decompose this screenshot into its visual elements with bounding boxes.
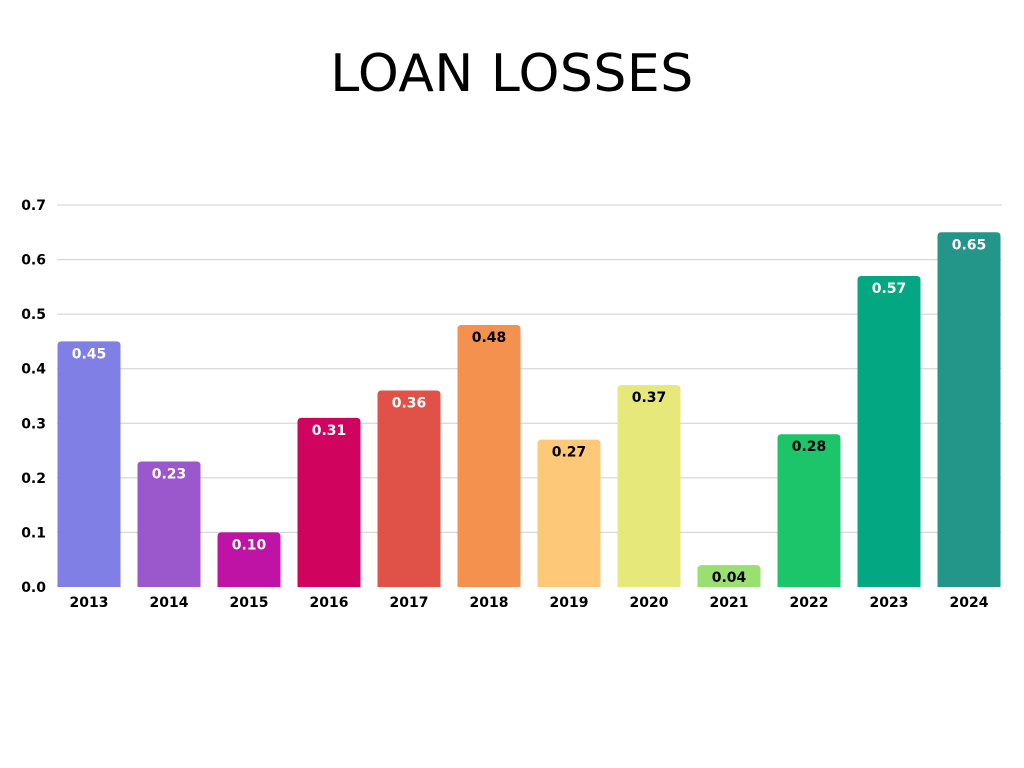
bar bbox=[137, 461, 201, 587]
bar-value-label: 0.48 bbox=[472, 330, 507, 346]
x-tick-label: 2020 bbox=[630, 595, 669, 611]
y-tick-label: 0.0 bbox=[21, 580, 46, 596]
x-tick-label: 2024 bbox=[950, 595, 989, 611]
x-tick-label: 2016 bbox=[310, 595, 349, 611]
x-axis-ticks: 2013 2014 2015 2016 2017 2018 2019 2020 2021 2022… bbox=[70, 595, 989, 611]
y-tick-label: 0.3 bbox=[21, 416, 46, 432]
y-tick-label: 0.5 bbox=[21, 307, 46, 323]
bar-value-label: 0.28 bbox=[792, 439, 827, 455]
bar bbox=[697, 565, 761, 587]
y-tick-label: 0.6 bbox=[21, 253, 46, 269]
bars: 0.45 0.23 0.10 0.31 0.36 0.48 0.27 0.37 0.04 0.28… bbox=[57, 232, 1001, 588]
bar bbox=[537, 439, 601, 587]
bar bbox=[217, 532, 281, 587]
y-axis-ticks: 0.0 0.1 0.2 0.3 0.4 0.5 0.6 0.7 bbox=[21, 198, 46, 596]
bar-value-label: 0.36 bbox=[392, 396, 427, 412]
bar bbox=[777, 434, 841, 587]
x-tick-label: 2014 bbox=[150, 595, 189, 611]
bar-value-label: 0.23 bbox=[152, 466, 187, 482]
x-tick-label: 2018 bbox=[470, 595, 509, 611]
x-tick-label: 2021 bbox=[710, 595, 749, 611]
chart-title: LOAN LOSSES bbox=[330, 44, 694, 104]
bar-value-label: 0.27 bbox=[552, 445, 587, 461]
bar bbox=[857, 275, 921, 587]
y-tick-label: 0.1 bbox=[21, 525, 46, 541]
bar-value-label: 0.37 bbox=[632, 390, 667, 406]
bar bbox=[57, 341, 121, 587]
bar-value-label: 0.57 bbox=[872, 281, 907, 297]
bar-value-label: 0.10 bbox=[232, 537, 267, 553]
y-tick-label: 0.7 bbox=[21, 198, 46, 214]
bar bbox=[297, 417, 361, 587]
x-tick-label: 2013 bbox=[70, 595, 109, 611]
x-tick-label: 2022 bbox=[790, 595, 829, 611]
y-tick-label: 0.4 bbox=[21, 362, 46, 378]
y-tick-label: 0.2 bbox=[21, 471, 46, 487]
x-tick-label: 2019 bbox=[550, 595, 589, 611]
bar-value-label: 0.04 bbox=[712, 570, 747, 586]
bar-value-label: 0.65 bbox=[952, 237, 987, 253]
bar-value-label: 0.31 bbox=[312, 423, 347, 439]
gridlines bbox=[57, 204, 1002, 533]
x-tick-label: 2017 bbox=[390, 595, 429, 611]
bar bbox=[937, 232, 1001, 588]
bar bbox=[457, 325, 521, 587]
bar bbox=[617, 385, 681, 587]
x-tick-label: 2015 bbox=[230, 595, 269, 611]
bar-value-label: 0.45 bbox=[72, 346, 107, 362]
bar bbox=[377, 390, 441, 587]
x-tick-label: 2023 bbox=[870, 595, 909, 611]
